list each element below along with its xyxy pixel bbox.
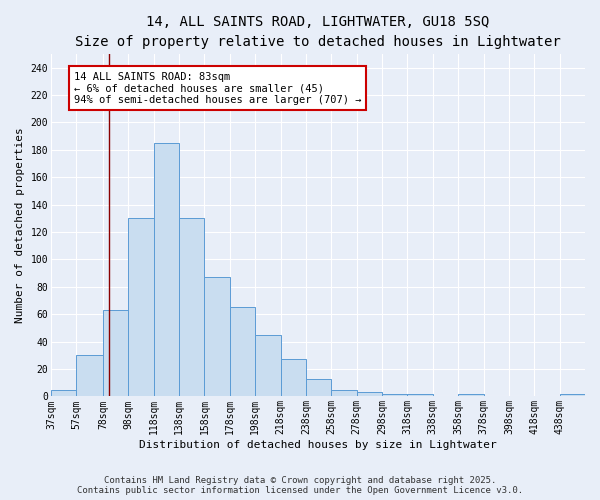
Bar — [356, 392, 382, 396]
Bar — [51, 390, 76, 396]
Bar — [458, 394, 484, 396]
Bar — [281, 360, 306, 397]
Bar — [205, 277, 230, 396]
Bar — [230, 308, 255, 396]
Bar — [154, 143, 179, 397]
Bar — [560, 394, 585, 396]
Text: 14 ALL SAINTS ROAD: 83sqm
← 6% of detached houses are smaller (45)
94% of semi-d: 14 ALL SAINTS ROAD: 83sqm ← 6% of detach… — [74, 72, 361, 105]
Text: Contains HM Land Registry data © Crown copyright and database right 2025.
Contai: Contains HM Land Registry data © Crown c… — [77, 476, 523, 495]
Bar — [128, 218, 154, 396]
Bar — [331, 390, 356, 396]
Bar — [103, 310, 128, 396]
Bar — [179, 218, 205, 396]
Bar — [255, 335, 281, 396]
Title: 14, ALL SAINTS ROAD, LIGHTWATER, GU18 5SQ
Size of property relative to detached : 14, ALL SAINTS ROAD, LIGHTWATER, GU18 5S… — [75, 15, 561, 48]
Bar — [306, 378, 331, 396]
Bar — [382, 394, 407, 396]
Bar — [76, 356, 103, 397]
Bar — [407, 394, 433, 396]
X-axis label: Distribution of detached houses by size in Lightwater: Distribution of detached houses by size … — [139, 440, 497, 450]
Y-axis label: Number of detached properties: Number of detached properties — [15, 127, 25, 323]
